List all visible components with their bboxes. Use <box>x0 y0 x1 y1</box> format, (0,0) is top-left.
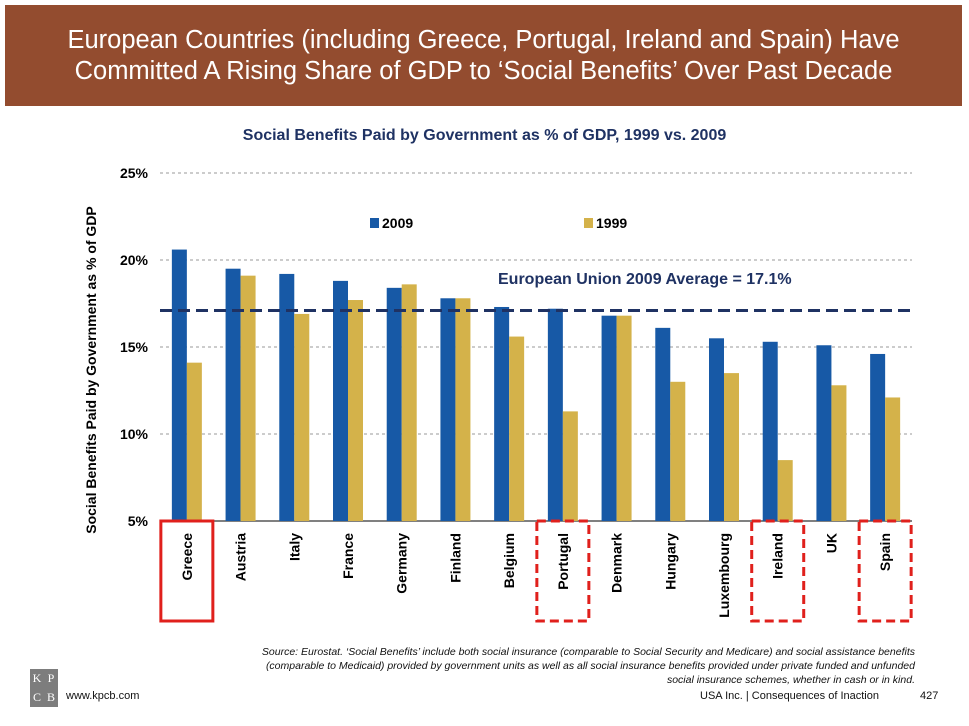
bar-1999 <box>186 362 202 521</box>
x-tick-label: Belgium <box>501 533 517 588</box>
bar-1999 <box>455 298 471 521</box>
bar-2009 <box>762 341 778 521</box>
source-note: Source: Eurostat. ‘Social Benefits’ incl… <box>261 646 915 686</box>
x-tick-label: Italy <box>286 533 302 561</box>
bar-2009 <box>171 249 187 521</box>
x-tick-label: Denmark <box>609 533 625 593</box>
highlight-box <box>857 519 913 623</box>
x-tick-label: Spain <box>877 533 893 571</box>
bar-1999 <box>401 284 417 521</box>
footer-text: USA Inc. | Consequences of Inaction <box>700 690 879 702</box>
bar-1999 <box>616 315 632 521</box>
slide-header: European Countries (including Greece, Po… <box>5 5 962 106</box>
slide-title: European Countries (including Greece, Po… <box>67 25 900 85</box>
y-tick-label: 25% <box>120 165 149 181</box>
kpcb-logo: K P C B <box>30 669 58 707</box>
x-tick-label: Portugal <box>555 533 571 590</box>
x-tick-label: UK <box>823 533 839 553</box>
legend-label: 1999 <box>596 215 627 231</box>
bar-2009 <box>547 308 563 521</box>
logo-letter: P <box>47 671 55 685</box>
eu-average-label: European Union 2009 Average = 17.1% <box>498 271 792 288</box>
bar-1999 <box>509 336 525 521</box>
highlight-box <box>535 519 591 623</box>
bar-2009 <box>601 315 617 521</box>
y-tick-label: 15% <box>120 339 149 355</box>
bar-1999 <box>562 411 578 521</box>
bar-2009 <box>279 273 295 521</box>
bar-1999 <box>348 300 363 521</box>
x-tick-label: France <box>340 533 356 579</box>
bar-2009 <box>225 268 241 521</box>
y-tick-label: 10% <box>120 426 149 442</box>
bar-1999 <box>777 460 793 521</box>
logo-letter: C <box>32 690 41 704</box>
x-tick-label: Hungary <box>662 533 678 590</box>
x-tick-label: Germany <box>394 533 410 594</box>
bar-2009 <box>494 306 510 521</box>
legend-swatch <box>584 218 593 228</box>
x-tick-label: Luxembourg <box>716 533 732 618</box>
legend-label: 2009 <box>382 215 413 231</box>
y-tick-label: 5% <box>128 513 149 529</box>
page-number: 427 <box>920 690 939 702</box>
x-tick-label: Finland <box>447 533 463 583</box>
bar-1999 <box>240 275 256 521</box>
x-tick-label: Greece <box>179 533 195 581</box>
bar-1999 <box>724 373 739 521</box>
bar-1999 <box>670 381 686 521</box>
logo-letter: B <box>46 690 55 704</box>
legend-swatch <box>370 218 379 228</box>
bar-2009 <box>440 298 456 521</box>
highlight-box <box>750 519 806 623</box>
bar-2009 <box>333 280 348 521</box>
chart-title: Social Benefits Paid by Government as % … <box>242 127 727 144</box>
x-tick-label: Ireland <box>770 533 786 579</box>
bar-2009 <box>655 327 671 521</box>
highlight-box <box>159 519 215 623</box>
bar-1999 <box>885 397 901 521</box>
x-tick-label: Austria <box>233 533 249 581</box>
bar-2009 <box>816 345 832 521</box>
bar-1999 <box>294 313 310 521</box>
website-link[interactable]: www.kpcb.com <box>66 690 140 702</box>
bar-2009 <box>386 287 402 521</box>
bar-2009 <box>709 338 724 521</box>
logo-letter: K <box>32 671 42 685</box>
bar-2009 <box>870 353 886 521</box>
y-tick-label: 20% <box>120 252 149 268</box>
bar-1999 <box>831 385 847 521</box>
